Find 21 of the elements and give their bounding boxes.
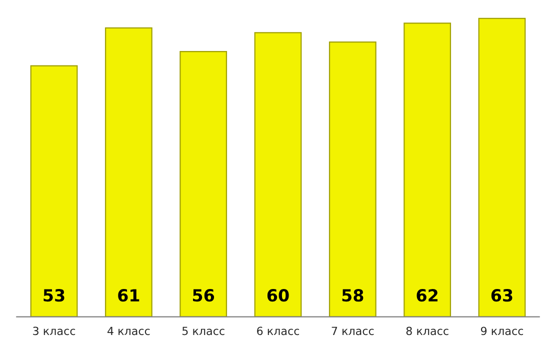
data-label: 63 [491, 289, 512, 302]
data-label: 60 [267, 289, 289, 302]
bar [328, 42, 376, 317]
x-tick-label: 8 класс [406, 326, 448, 336]
bar [180, 51, 228, 317]
x-tick-label: 7 класс [332, 326, 374, 336]
bar [254, 32, 302, 317]
data-label: 56 [193, 289, 214, 302]
bar [478, 18, 526, 317]
data-label: 53 [44, 289, 64, 302]
bar [104, 27, 152, 317]
x-tick-label: 6 класс [257, 326, 300, 336]
data-label: 58 [342, 289, 364, 302]
x-tick-label: 4 класс [107, 326, 150, 336]
data-label: 62 [416, 289, 438, 302]
bar [404, 22, 452, 317]
x-tick-label: 5 класс [182, 326, 224, 336]
x-tick-label: 3 класс [33, 326, 76, 336]
x-tick-label: 9 класс [480, 326, 524, 336]
data-label: 61 [118, 289, 140, 302]
bar [30, 65, 78, 317]
